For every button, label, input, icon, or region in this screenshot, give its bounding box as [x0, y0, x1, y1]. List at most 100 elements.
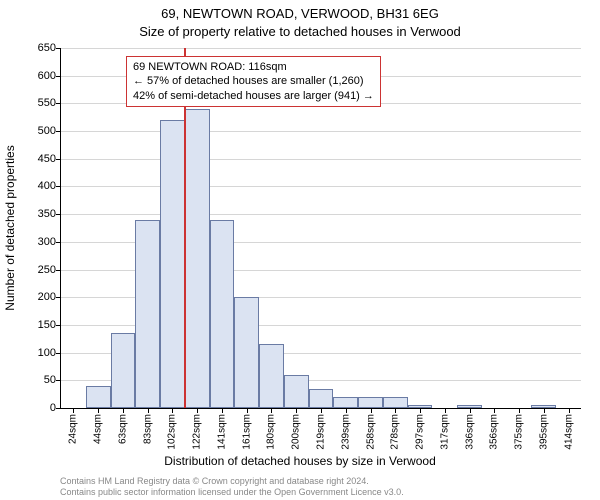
ytick-label: 200 — [21, 291, 56, 303]
annotation-line-2: ← 57% of detached houses are smaller (1,… — [133, 74, 374, 88]
ytick-mark — [56, 270, 61, 271]
attribution-line-2: Contains public sector information licen… — [60, 487, 404, 498]
histogram-bar — [86, 386, 111, 408]
histogram-bar — [185, 109, 210, 408]
ytick-mark — [56, 159, 61, 160]
gridline — [61, 159, 581, 160]
attribution-line-1: Contains HM Land Registry data © Crown c… — [60, 476, 404, 487]
xtick-mark — [346, 408, 347, 413]
xtick-mark — [98, 408, 99, 413]
ytick-mark — [56, 103, 61, 104]
gridline — [61, 214, 581, 215]
ytick-mark — [56, 48, 61, 49]
ytick-mark — [56, 408, 61, 409]
xtick-label: 83sqm — [142, 414, 153, 444]
xtick-label: 239sqm — [340, 414, 351, 450]
xtick-mark — [197, 408, 198, 413]
xtick-label: 258sqm — [365, 414, 376, 450]
xtick-mark — [172, 408, 173, 413]
xtick-mark — [519, 408, 520, 413]
histogram-bar — [309, 389, 334, 408]
xtick-label: 317sqm — [439, 414, 450, 450]
ytick-mark — [56, 325, 61, 326]
annotation-line-3: 42% of semi-detached houses are larger (… — [133, 89, 374, 103]
xtick-mark — [271, 408, 272, 413]
ytick-label: 650 — [21, 42, 56, 54]
xtick-mark — [569, 408, 570, 413]
annotation-box: 69 NEWTOWN ROAD: 116sqm ← 57% of detache… — [126, 56, 381, 107]
ytick-mark — [56, 76, 61, 77]
ytick-mark — [56, 214, 61, 215]
xtick-label: 122sqm — [192, 414, 203, 450]
gridline — [61, 131, 581, 132]
histogram-bar — [160, 120, 185, 408]
ytick-mark — [56, 380, 61, 381]
ytick-mark — [56, 353, 61, 354]
xtick-mark — [371, 408, 372, 413]
xtick-label: 161sqm — [241, 414, 252, 450]
plot-area: 0501001502002503003504004505005506006502… — [60, 48, 581, 409]
ytick-label: 150 — [21, 319, 56, 331]
histogram-bar — [383, 397, 408, 408]
ytick-label: 350 — [21, 208, 56, 220]
annotation-line-1: 69 NEWTOWN ROAD: 116sqm — [133, 60, 374, 74]
xtick-mark — [247, 408, 248, 413]
xtick-mark — [494, 408, 495, 413]
ytick-label: 50 — [21, 374, 56, 386]
xtick-label: 356sqm — [489, 414, 500, 450]
xtick-mark — [395, 408, 396, 413]
xtick-label: 44sqm — [93, 414, 104, 444]
xtick-label: 278sqm — [390, 414, 401, 450]
gridline — [61, 186, 581, 187]
ytick-mark — [56, 186, 61, 187]
ytick-mark — [56, 242, 61, 243]
histogram-bar — [234, 297, 259, 408]
gridline — [61, 48, 581, 49]
xtick-label: 102sqm — [167, 414, 178, 450]
xtick-label: 180sqm — [266, 414, 277, 450]
histogram-bar — [210, 220, 235, 408]
chart-title-1: 69, NEWTOWN ROAD, VERWOOD, BH31 6EG — [0, 6, 600, 21]
xtick-label: 24sqm — [68, 414, 79, 444]
histogram-bar — [333, 397, 358, 408]
xtick-label: 141sqm — [216, 414, 227, 450]
ytick-label: 600 — [21, 70, 56, 82]
xtick-mark — [470, 408, 471, 413]
xtick-mark — [420, 408, 421, 413]
ytick-mark — [56, 131, 61, 132]
xtick-label: 63sqm — [117, 414, 128, 444]
xtick-label: 375sqm — [514, 414, 525, 450]
histogram-bar — [111, 333, 136, 408]
ytick-label: 300 — [21, 236, 56, 248]
x-axis-label: Distribution of detached houses by size … — [0, 454, 600, 468]
ytick-label: 100 — [21, 347, 56, 359]
histogram-bar — [358, 397, 383, 408]
xtick-mark — [123, 408, 124, 413]
ytick-label: 0 — [21, 402, 56, 414]
ytick-label: 550 — [21, 97, 56, 109]
histogram-bar — [259, 344, 284, 408]
xtick-label: 219sqm — [316, 414, 327, 450]
attribution: Contains HM Land Registry data © Crown c… — [60, 476, 404, 498]
xtick-label: 395sqm — [538, 414, 549, 450]
xtick-mark — [296, 408, 297, 413]
xtick-mark — [544, 408, 545, 413]
xtick-label: 414sqm — [563, 414, 574, 450]
ytick-label: 250 — [21, 264, 56, 276]
xtick-mark — [445, 408, 446, 413]
xtick-label: 336sqm — [464, 414, 475, 450]
xtick-mark — [73, 408, 74, 413]
histogram-bar — [284, 375, 309, 408]
xtick-mark — [222, 408, 223, 413]
xtick-label: 200sqm — [291, 414, 302, 450]
chart-container: 69, NEWTOWN ROAD, VERWOOD, BH31 6EG Size… — [0, 0, 600, 500]
xtick-label: 297sqm — [415, 414, 426, 450]
xtick-mark — [148, 408, 149, 413]
chart-title-2: Size of property relative to detached ho… — [0, 24, 600, 39]
ytick-label: 450 — [21, 153, 56, 165]
ytick-label: 500 — [21, 125, 56, 137]
histogram-bar — [135, 220, 160, 408]
y-axis-label: Number of detached properties — [3, 145, 17, 310]
ytick-label: 400 — [21, 180, 56, 192]
ytick-mark — [56, 297, 61, 298]
